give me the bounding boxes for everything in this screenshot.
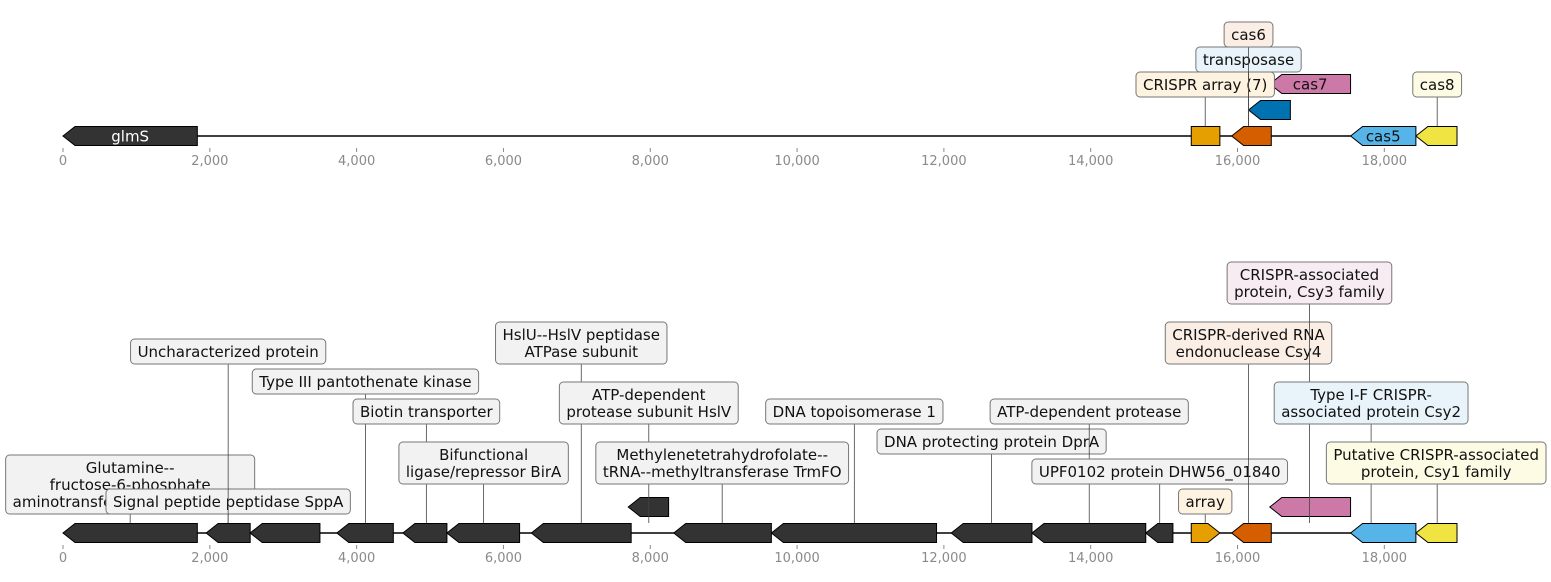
gene-arrow	[1247, 100, 1291, 120]
gene-arrow	[402, 523, 448, 543]
axis-tick-label: 4,000	[338, 551, 375, 566]
axis-tick-label: 12,000	[921, 551, 967, 566]
axis-tick-label: 2,000	[191, 551, 228, 566]
annotation-box	[1226, 261, 1393, 305]
annotation-label: DNA protecting protein DprA	[884, 433, 1100, 451]
axis-tick-label: 6,000	[485, 154, 522, 169]
track-bottom: Glutamine--fructose-6-phosphate aminotran…	[5, 261, 1547, 566]
annotation-box	[251, 368, 480, 395]
axis-tick-label: 18,000	[1362, 551, 1408, 566]
axis-tick-label: 6,000	[485, 551, 522, 566]
gene-arrow	[1230, 523, 1272, 543]
annotation-label: UPF0102 protein DHW56_01840	[1039, 463, 1281, 482]
annotation-label: ATP-dependent protease subunit HslV	[566, 386, 732, 421]
annotation-box	[1412, 71, 1463, 98]
annotation-box	[495, 321, 668, 365]
annotation-label: Biotin transporter	[360, 403, 493, 421]
axis-tick-label: 10,000	[774, 551, 820, 566]
gene-arrow	[249, 523, 321, 543]
annotation-box	[1031, 458, 1289, 485]
gene-arrow	[1031, 523, 1147, 543]
gene-arrow	[1190, 523, 1221, 543]
annotation-box	[1325, 441, 1547, 485]
gene-inline-label: glmS	[111, 128, 149, 146]
annotation-box	[876, 428, 1107, 455]
axis-tick-label: 0	[59, 154, 67, 169]
annotation-box	[595, 441, 850, 485]
annotation-box	[1178, 488, 1233, 515]
gene-arrow	[1230, 126, 1272, 146]
axis-tick-label: 18,000	[1362, 154, 1408, 169]
annotation-label: Type III pantothenate kinase	[258, 373, 471, 391]
annotation-label: Bifunctional ligase/repressor BirA	[406, 446, 562, 481]
axis-tick-label: 14,000	[1068, 551, 1114, 566]
axis-tick-label: 16,000	[1215, 154, 1261, 169]
gene-arrow	[62, 126, 198, 146]
annotation-box	[765, 398, 944, 425]
axis-tick-label: 14,000	[1068, 154, 1114, 169]
annotation-box	[1164, 321, 1333, 365]
gene-arrow	[1269, 497, 1352, 517]
axis-tick-label: 0	[59, 551, 67, 566]
annotation-label: CRISPR array (7)	[1143, 76, 1267, 94]
gene-arrow	[672, 523, 772, 543]
annotation-label: DNA topoisomerase 1	[773, 403, 936, 421]
axis-tick-label: 8,000	[632, 551, 669, 566]
axis-tick-label: 16,000	[1215, 551, 1261, 566]
gene-arrow	[446, 523, 521, 543]
annotation-box	[352, 398, 501, 425]
gene-arrow	[1269, 74, 1352, 94]
annotation-label: array	[1186, 493, 1225, 511]
annotation-label: cas8	[1420, 76, 1455, 94]
annotation-label: Methylenetetrahydrofolate--tRNA--methylt…	[603, 446, 842, 481]
annotation-box	[558, 381, 739, 425]
axis-tick-label: 4,000	[338, 154, 375, 169]
gene-arrow	[770, 523, 938, 543]
annotation-box	[1223, 21, 1274, 48]
gene-arrow	[205, 523, 251, 543]
annotation-box	[398, 441, 569, 485]
annotation-box	[130, 338, 327, 365]
annotation-label: Uncharacterized protein	[138, 343, 319, 361]
axis-tick-label: 2,000	[191, 154, 228, 169]
gene-arrow	[950, 523, 1033, 543]
annotation-label: ATP-dependent protease	[997, 403, 1181, 421]
annotation-box	[1273, 381, 1469, 425]
gene-arrow	[1415, 523, 1458, 543]
gene-arrow	[1349, 523, 1417, 543]
annotation-label: Type I-F CRISPR-associated protein Csy2	[1281, 386, 1461, 421]
annotation-box	[989, 398, 1189, 425]
annotation-label: cas6	[1231, 26, 1266, 44]
gene-arrow	[336, 523, 394, 543]
axis-tick-label: 12,000	[921, 154, 967, 169]
annotation-label: CRISPR-associated protein, Csy3 family	[1234, 266, 1385, 301]
annotation-label: CRISPR-derived RNA endonuclease Csy4	[1172, 326, 1325, 361]
gene-inline-label: cas5	[1366, 128, 1401, 146]
axis-tick-label: 10,000	[774, 154, 820, 169]
gene-arrow	[530, 523, 632, 543]
gene-arrow	[1415, 126, 1458, 146]
gene-arrow	[1144, 523, 1174, 543]
gene-inline-label: cas7	[1293, 76, 1328, 94]
axis-tick-label: 8,000	[632, 154, 669, 169]
gene-arrow	[62, 523, 198, 543]
gene-arrow	[1190, 126, 1221, 146]
annotation-label: HslU--HslV peptidase ATPase subunit	[503, 326, 660, 361]
annotation-label: Putative CRISPR-associated protein, Csy1 …	[1333, 446, 1539, 481]
